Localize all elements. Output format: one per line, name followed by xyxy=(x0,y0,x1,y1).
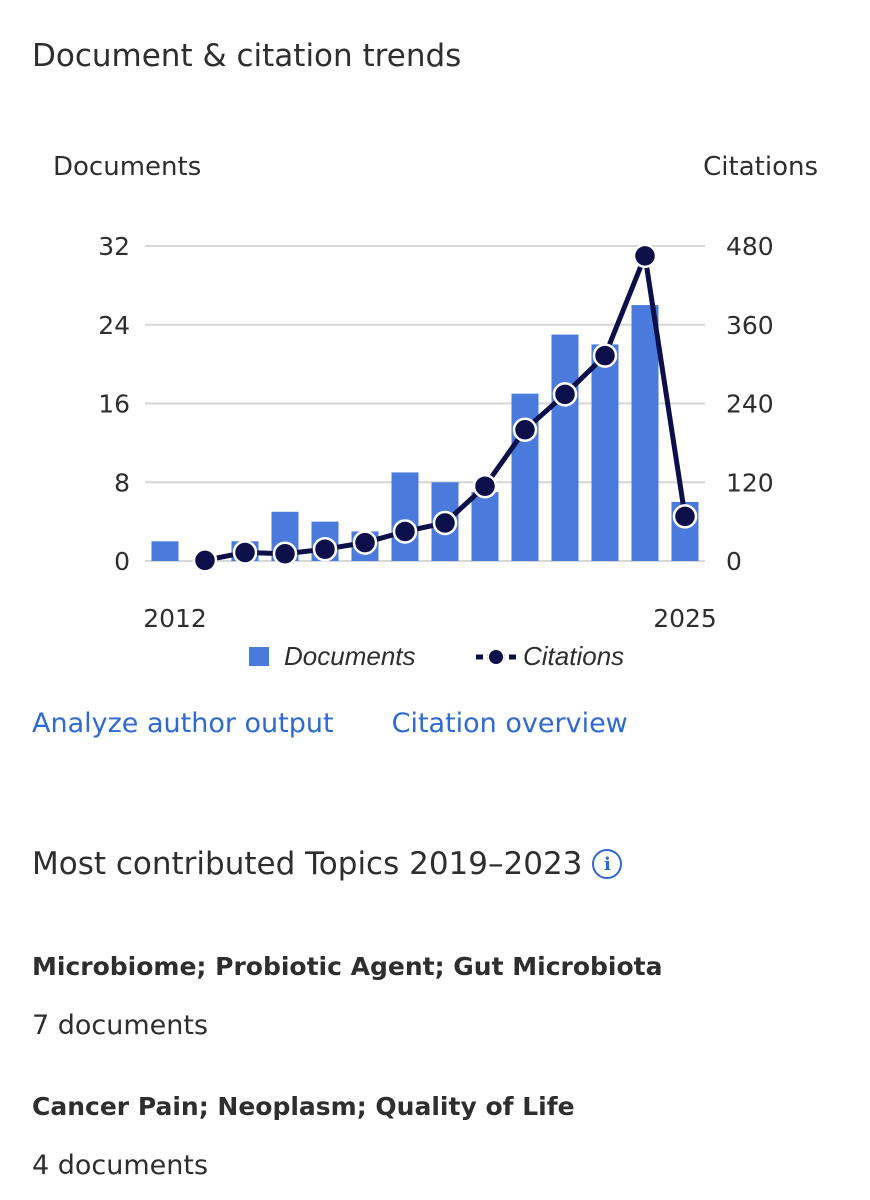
citations-point xyxy=(512,417,538,442)
x-tick-label: 2012 xyxy=(143,604,207,633)
citation-overview-link[interactable]: Citation overview xyxy=(391,708,628,739)
chart-links: Analyze author output Citation overview xyxy=(32,708,628,739)
documents-bar xyxy=(631,305,659,561)
legend-documents-swatch xyxy=(249,647,269,666)
documents-bars xyxy=(151,305,699,561)
left-axis-label: Documents xyxy=(53,152,201,182)
citations-point xyxy=(352,530,378,555)
right-tick-label: 480 xyxy=(726,232,774,261)
right-axis-label: Citations xyxy=(703,152,818,182)
right-tick-label: 0 xyxy=(726,547,742,576)
left-tick-label: 32 xyxy=(98,232,130,261)
citations-point xyxy=(272,541,298,567)
left-tick-label: 8 xyxy=(114,468,130,497)
left-tick-label: 24 xyxy=(98,311,130,340)
analyze-author-output-link[interactable]: Analyze author output xyxy=(32,708,334,739)
chart-axes: Documents Citations 0 0 8 120 16 240 24 360 32 480 2… xyxy=(53,152,818,633)
trend-chart: Documents Citations 0 0 8 120 16 240 24 360 32 480 2… xyxy=(53,152,818,671)
left-tick-label: 0 xyxy=(114,547,130,576)
right-tick-label: 240 xyxy=(726,390,774,419)
chart-legend: Documents Citations xyxy=(249,641,624,671)
legend-citations-marker xyxy=(487,648,505,666)
citations-point xyxy=(632,243,658,269)
documents-bar xyxy=(591,344,619,561)
documents-bar xyxy=(391,472,419,561)
citations-point xyxy=(552,382,578,407)
citations-point xyxy=(432,510,458,536)
section-title-trends: Document & citation trends xyxy=(32,38,462,74)
documents-bar xyxy=(471,492,499,561)
topic-document-count: 4 documents xyxy=(32,1150,209,1181)
topic-name[interactable]: Microbiome; Probiotic Agent; Gut Microbi… xyxy=(32,952,663,981)
topic-document-count: 7 documents xyxy=(32,1010,209,1041)
right-tick-label: 120 xyxy=(726,468,774,497)
citations-line xyxy=(192,243,698,573)
legend-citations-label: Citations xyxy=(523,641,624,671)
right-tick-label: 360 xyxy=(726,311,774,340)
topics-title-text: Most contributed Topics 2019–2023 xyxy=(32,846,583,882)
citations-point xyxy=(192,548,218,573)
chart-grid xyxy=(145,245,705,562)
section-title-topics: Most contributed Topics 2019–2023 i xyxy=(32,846,623,882)
left-tick-label: 16 xyxy=(98,390,130,419)
documents-bar xyxy=(551,334,579,561)
citations-point xyxy=(672,504,698,529)
legend-documents-label: Documents xyxy=(284,641,416,671)
x-tick-label: 2025 xyxy=(653,604,717,633)
citations-point xyxy=(592,343,618,368)
topic-name[interactable]: Cancer Pain; Neoplasm; Quality of Life xyxy=(32,1092,575,1121)
citations-point xyxy=(312,536,338,562)
info-icon[interactable]: i xyxy=(592,849,623,879)
documents-bar xyxy=(151,541,179,561)
citations-point xyxy=(232,540,258,565)
citations-point xyxy=(392,519,418,544)
citations-point xyxy=(472,473,498,499)
